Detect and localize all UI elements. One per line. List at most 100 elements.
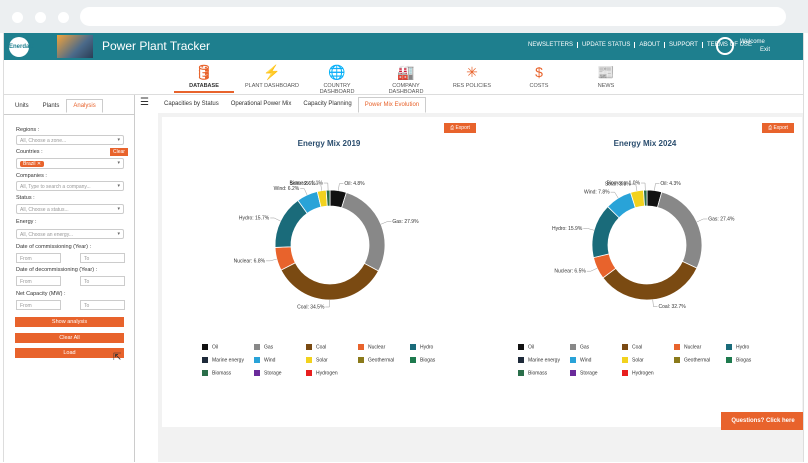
legend-item-gas[interactable]: Gas bbox=[254, 344, 273, 350]
legend-label: Hydrogen bbox=[632, 370, 654, 377]
enerdata-logo[interactable]: Enerdata bbox=[9, 37, 35, 57]
nav-plant-dashboard[interactable]: ⚡ PLANT DASHBOARD bbox=[242, 63, 302, 89]
user-avatar-icon[interactable] bbox=[716, 37, 734, 55]
tab-power-mix-evolution[interactable]: Power Mix Evolution bbox=[357, 97, 427, 113]
address-bar[interactable] bbox=[80, 7, 786, 26]
export-button-2019[interactable]: ⎙ Export bbox=[444, 123, 476, 133]
legend-item-geothermal[interactable]: Geothermal bbox=[358, 357, 394, 363]
load-button[interactable]: Load bbox=[15, 348, 124, 358]
export-label: Export bbox=[455, 125, 470, 131]
legend-item-nuclear[interactable]: Nuclear bbox=[358, 344, 385, 350]
legend-item-coal[interactable]: Coal bbox=[622, 344, 642, 350]
commissioning-from-input[interactable]: From bbox=[16, 253, 61, 263]
legend-label: Hydro bbox=[736, 344, 750, 351]
legend-swatch bbox=[410, 344, 416, 350]
legend-item-gas[interactable]: Gas bbox=[570, 344, 589, 350]
decommissioning-from-input[interactable]: From bbox=[16, 276, 61, 286]
window-dot-close[interactable] bbox=[12, 12, 23, 23]
nav-label: COUNTRY DASHBOARD bbox=[319, 83, 355, 95]
legend-item-storage[interactable]: Storage bbox=[570, 370, 598, 376]
legend-item-oil[interactable]: Oil bbox=[518, 344, 534, 350]
legend-swatch bbox=[726, 344, 732, 350]
decommissioning-to-input[interactable]: To bbox=[80, 276, 125, 286]
questions-button[interactable]: Questions? Click here bbox=[721, 412, 803, 430]
slice-coal[interactable] bbox=[602, 260, 698, 301]
capacity-to-input[interactable]: To bbox=[80, 300, 125, 310]
legend-item-hydrogen[interactable]: Hydrogen bbox=[622, 370, 654, 376]
capacity-from-input[interactable]: From bbox=[16, 300, 61, 310]
tab-plants[interactable]: Plants bbox=[42, 103, 60, 109]
slice-hydro[interactable] bbox=[274, 199, 308, 248]
nav-country-dashboard[interactable]: 🌐 COUNTRY DASHBOARD bbox=[307, 63, 367, 95]
commissioning-to-input[interactable]: To bbox=[80, 253, 125, 263]
legend-item-biomass[interactable]: Biomass bbox=[518, 370, 547, 376]
label-leader-line bbox=[583, 228, 595, 231]
export-label: Export bbox=[773, 125, 788, 131]
slice-biomass[interactable] bbox=[325, 189, 331, 207]
legend-label: Biogas bbox=[736, 357, 752, 364]
legend-item-storage[interactable]: Storage bbox=[254, 370, 282, 376]
nav-label: COMPANY DASHBOARD bbox=[388, 83, 424, 95]
menu-toggle-icon[interactable]: ☰ bbox=[140, 97, 149, 108]
legend-item-nuclear[interactable]: Nuclear bbox=[674, 344, 701, 350]
legend-item-hydrogen[interactable]: Hydrogen bbox=[306, 370, 338, 376]
tab-units[interactable]: Units bbox=[15, 103, 29, 109]
legend-label: Hydrogen bbox=[316, 370, 338, 377]
countries-select[interactable]: Brazil ✕ bbox=[16, 158, 124, 169]
status-select[interactable]: All, Choose a status... bbox=[16, 204, 124, 214]
label-leader-line bbox=[652, 299, 658, 307]
tab-capacity-planning[interactable]: Capacity Planning bbox=[303, 101, 352, 107]
legend-item-marine-energy[interactable]: Marine energy bbox=[202, 357, 244, 363]
slice-coal[interactable] bbox=[280, 262, 380, 301]
data-label-gas: Gas: 27.9% bbox=[392, 219, 419, 225]
window-dot-minimize[interactable] bbox=[35, 12, 46, 23]
legend-label: Geothermal bbox=[684, 357, 711, 364]
nav-news[interactable]: 📰 NEWS bbox=[576, 63, 636, 89]
slice-gas[interactable] bbox=[656, 191, 703, 269]
window-dot-maximize[interactable] bbox=[58, 12, 69, 23]
clear-countries-button[interactable]: Clear bbox=[110, 148, 128, 156]
power-plant-icon: ⚡ bbox=[263, 64, 281, 80]
legend-item-geothermal[interactable]: Geothermal bbox=[674, 357, 710, 363]
tab-analysis[interactable]: Analysis bbox=[66, 99, 103, 113]
analysis-tabs: Capacities by Status Operational Power M… bbox=[158, 97, 427, 113]
legend-2019: Oil Gas Coal Nuclear Hydro Marine energy Wind S… bbox=[202, 344, 442, 379]
legend-item-marine-energy[interactable]: Marine energy bbox=[518, 357, 560, 363]
legend-item-solar[interactable]: Solar bbox=[306, 357, 328, 363]
slice-gas[interactable] bbox=[341, 192, 386, 272]
legend-item-hydro[interactable]: Hydro bbox=[410, 344, 433, 350]
legend-item-coal[interactable]: Coal bbox=[306, 344, 326, 350]
companies-select[interactable]: All, Type to search a company... bbox=[16, 181, 124, 191]
top-bar: Enerdata Power Plant Tracker NEWSLETTERS… bbox=[4, 33, 803, 60]
update-status-link[interactable]: UPDATE STATUS bbox=[578, 42, 636, 48]
tab-operational-power-mix[interactable]: Operational Power Mix bbox=[230, 101, 292, 107]
slice-biomass[interactable] bbox=[643, 189, 648, 207]
nav-company-dashboard[interactable]: 🏭 COMPANY DASHBOARD bbox=[376, 63, 436, 95]
nav-costs[interactable]: $ COSTS bbox=[509, 63, 569, 89]
legend-item-wind[interactable]: Wind bbox=[570, 357, 591, 363]
user-menu[interactable]: Welcome Exit bbox=[740, 38, 770, 54]
clear-all-button[interactable]: Clear All bbox=[15, 333, 124, 343]
energy-select[interactable]: All, Choose an energy... bbox=[16, 229, 124, 239]
about-link[interactable]: ABOUT bbox=[635, 42, 666, 48]
support-link[interactable]: SUPPORT bbox=[665, 42, 703, 48]
legend-label: Biogas bbox=[420, 357, 436, 364]
export-button-2024[interactable]: ⎙ Export bbox=[762, 123, 794, 133]
legend-item-solar[interactable]: Solar bbox=[622, 357, 644, 363]
tab-capacities-by-status[interactable]: Capacities by Status bbox=[164, 101, 219, 107]
legend-item-oil[interactable]: Oil bbox=[202, 344, 218, 350]
exit-link[interactable]: Exit bbox=[760, 47, 771, 53]
country-chip[interactable]: Brazil ✕ bbox=[20, 161, 45, 167]
newsletters-link[interactable]: NEWSLETTERS bbox=[524, 42, 579, 48]
legend-item-biomass[interactable]: Biomass bbox=[202, 370, 231, 376]
legend-item-biogas[interactable]: Biogas bbox=[410, 357, 435, 363]
legend-item-wind[interactable]: Wind bbox=[254, 357, 275, 363]
legend-item-hydro[interactable]: Hydro bbox=[726, 344, 749, 350]
globe-icon: 🌐 bbox=[328, 64, 346, 80]
legend-label: Geothermal bbox=[368, 357, 395, 364]
nav-res-policies[interactable]: ✳ RES POLICIES bbox=[442, 63, 502, 89]
show-analysis-button[interactable]: Show analysis bbox=[15, 317, 124, 327]
nav-database[interactable]: 🛢 DATABASE bbox=[174, 63, 234, 93]
legend-item-biogas[interactable]: Biogas bbox=[726, 357, 751, 363]
regions-select[interactable]: All, Choose a zone... bbox=[16, 135, 124, 145]
